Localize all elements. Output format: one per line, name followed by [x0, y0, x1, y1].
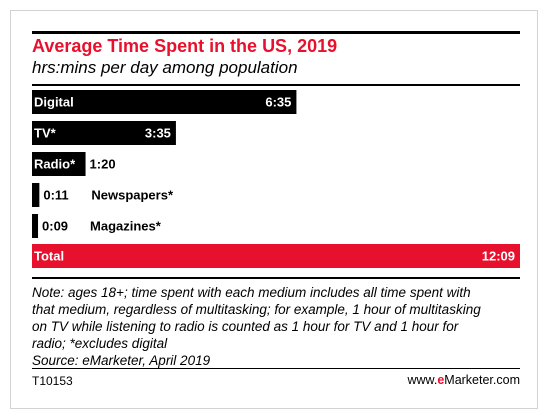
bar-total [32, 244, 520, 268]
brand-prefix: www. [407, 373, 438, 387]
bar-newspapers [32, 183, 40, 207]
chart-title: Average Time Spent in the US, 2019 [32, 36, 338, 56]
category-label: Newspapers* [91, 188, 174, 203]
note-line: that medium, regardless of multitasking;… [32, 302, 481, 317]
header-rule [32, 84, 520, 86]
bar-magazines [32, 214, 39, 238]
notes-rule [32, 277, 520, 279]
chart-subtitle: hrs:mins per day among population [32, 58, 298, 77]
footer-rule [32, 368, 520, 369]
top-rule [32, 31, 520, 34]
brand-url[interactable]: www.eMarketer.com [407, 373, 520, 387]
brand-mark: e [437, 373, 445, 387]
chart-code: T10153 [32, 374, 73, 388]
note-line: Note: ages 18+; time spent with each med… [32, 285, 471, 300]
value-label: 1:20 [90, 157, 116, 172]
value-label: 12:09 [482, 249, 515, 264]
chart-frame [10, 10, 538, 409]
category-label: Radio* [34, 157, 76, 172]
value-label: 0:09 [42, 219, 68, 234]
value-label: 3:35 [145, 126, 171, 141]
category-label: Magazines* [90, 219, 162, 234]
note-line: on TV while listening to radio is counte… [32, 319, 459, 334]
category-label: TV* [34, 126, 57, 141]
value-label: 6:35 [265, 95, 291, 110]
category-label: Digital [34, 95, 74, 110]
brand-suffix: Marketer.com [444, 373, 520, 387]
chart-notes: Note: ages 18+; time spent with each med… [32, 284, 522, 369]
bar-digital [32, 90, 297, 114]
bar-radio [32, 152, 86, 176]
note-line: radio; *excludes digital [32, 336, 168, 351]
value-label: 0:11 [43, 188, 68, 203]
source-line: Source: eMarketer, April 2019 [32, 353, 211, 368]
category-label: Total [34, 249, 64, 264]
bar-tv [32, 121, 176, 145]
